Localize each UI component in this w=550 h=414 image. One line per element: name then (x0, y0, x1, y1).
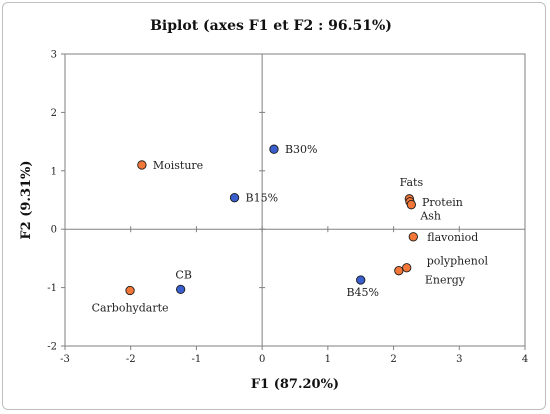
y-axis-title: F2 (9.31%) (19, 160, 34, 239)
point-b30 (269, 144, 279, 154)
point-label-b15: B15% (246, 192, 279, 205)
point-label-carbohydarte: Carbohydarte (92, 302, 169, 315)
point-b45 (356, 275, 366, 285)
chart-title: Biplot (axes F1 et F2 : 96.51%) (150, 18, 392, 34)
x-tick-label: 3 (456, 354, 462, 365)
point-label-energy: Energy (425, 274, 466, 287)
point-label-b45: B45% (346, 286, 379, 299)
x-tick-label: 2 (390, 354, 396, 365)
x-tick-label: -1 (192, 354, 202, 365)
x-tick-label: -3 (60, 354, 70, 365)
point-label-fats: Fats (400, 176, 424, 189)
point-polyphenol (402, 263, 412, 273)
x-tick-label: 1 (325, 354, 331, 365)
points-layer: B30% B15% CB B45% Moisture Carbohydarte Fats Pr… (92, 143, 489, 314)
y-tick-label: -2 (47, 342, 57, 353)
x-tick-label: -2 (126, 354, 136, 365)
y-tick-label: -1 (47, 283, 57, 294)
point-b15 (229, 193, 240, 203)
y-tick-label: 3 (51, 50, 57, 61)
point-label-b30: B30% (285, 143, 318, 156)
point-label-flavoniod: flavoniod (427, 231, 478, 244)
x-tick-label: 0 (259, 354, 265, 365)
point-label-protein: Protein (422, 196, 463, 209)
point-flavoniod (408, 232, 418, 242)
x-axis-title: F1 (87.20%) (251, 377, 339, 392)
point-label-polyphenol: polyphenol (427, 255, 489, 268)
point-energy (394, 266, 404, 276)
plot-area (64, 53, 526, 347)
y-tick-label: 1 (51, 166, 57, 177)
y-tick-label: 0 (51, 225, 57, 236)
x-tick-label: 4 (522, 354, 528, 365)
point-carbohydarte (125, 285, 135, 296)
point-label-cb: CB (175, 268, 192, 281)
point-moisture (137, 160, 147, 170)
point-ash (406, 200, 416, 210)
point-label-moisture: Moisture (153, 159, 203, 172)
point-cb (176, 284, 186, 295)
point-label-ash: Ash (419, 210, 441, 223)
y-tick-label: 2 (51, 108, 57, 119)
